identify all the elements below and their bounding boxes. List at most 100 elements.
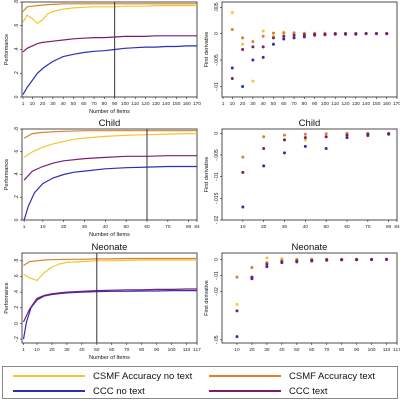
y-tick-label: .6: [14, 149, 20, 153]
y-tick-label: -.02: [214, 215, 220, 224]
point-csmf-text: [292, 31, 296, 35]
point-ccc-text: [374, 32, 378, 36]
point-ccc-text: [387, 132, 391, 136]
legend-label-csmf-no-text: CSMF Accuracy no text: [93, 370, 193, 382]
x-tick-label: 50: [123, 224, 129, 230]
series-line-csmf-text: [22, 3, 197, 12]
x-tick-label: 70: [365, 224, 371, 230]
x-tick-label: 60: [281, 101, 287, 107]
x-tick-label: 110: [131, 101, 139, 107]
point-ccc-text: [345, 133, 349, 137]
x-tick-label: 90: [112, 101, 118, 107]
legend-swatch-ccc-no-text: [13, 390, 85, 392]
plot-data: [230, 11, 389, 88]
x-tick-label: 40: [303, 224, 309, 230]
x-tick-label: 160: [383, 101, 391, 107]
y-tick-label: 0: [214, 32, 220, 35]
legend-swatch-csmf-text: [209, 375, 281, 377]
y-tick-label: .8: [14, 127, 20, 131]
plot-data: [22, 257, 197, 340]
x-tick-label: 40: [103, 224, 109, 230]
x-tick-label: 120: [142, 101, 150, 107]
legend-item-csmf-no-text: CSMF Accuracy no text: [13, 369, 192, 383]
x-tick-label: 140: [162, 101, 170, 107]
y-axis-label: First derivative: [204, 157, 210, 193]
x-tick-label: 60: [144, 224, 150, 230]
x-tick-label: 20: [240, 101, 246, 107]
x-tick-label: 30: [250, 101, 256, 107]
y-tick-label: .2: [14, 195, 20, 199]
point-ccc-text: [340, 258, 344, 262]
point-csmf-no-text: [241, 42, 245, 46]
point-ccc-text: [250, 277, 254, 281]
y-tick-label: .4: [14, 172, 20, 176]
point-ccc-text: [323, 32, 327, 36]
series-line-ccc-text: [22, 288, 197, 323]
point-ccc-text: [303, 136, 307, 140]
y-tick-label: .4: [14, 47, 20, 51]
point-ccc-text: [302, 33, 306, 37]
x-tick-label: 117: [193, 347, 201, 353]
point-csmf-text: [230, 27, 234, 31]
point-csmf-text: [283, 133, 286, 137]
x-tick-label: 30: [282, 224, 288, 230]
plot-data: [241, 131, 391, 209]
x-tick-label: 10: [40, 224, 46, 230]
point-ccc-text: [295, 259, 299, 263]
x-tick-label: 120: [342, 101, 350, 107]
x-tick-label: 40: [79, 347, 85, 353]
point-ccc-text: [251, 45, 255, 49]
y-axis-label: Performance: [4, 34, 10, 66]
x-tick-label: 80: [302, 101, 308, 107]
point-ccc-no-text: [265, 265, 269, 269]
x-tick-label: 30: [82, 224, 88, 230]
series-line-csmf-text: [23, 130, 197, 139]
y-axis-label: First derivative: [204, 280, 210, 316]
x-tick-label: 1: [22, 101, 25, 107]
point-ccc-no-text: [345, 136, 349, 140]
x-axis-label: Number of Items: [89, 355, 130, 361]
y-tick-label: -.01: [214, 271, 220, 280]
point-ccc-no-text: [303, 144, 307, 148]
legend-item-ccc-text: CCC text: [209, 384, 328, 398]
x-tick-label: 40: [61, 101, 67, 107]
x-tick-label: 160: [183, 101, 191, 107]
x-tick-label: 80: [186, 224, 192, 230]
point-ccc-text: [364, 32, 368, 36]
x-tick-label: 110: [331, 101, 339, 107]
x-tick-label: 130: [352, 101, 360, 107]
x-tick-label: 10: [230, 101, 236, 107]
x-tick-label: 60: [309, 347, 315, 353]
point-csmf-no-text: [251, 79, 255, 83]
x-tick-label: 117: [393, 347, 400, 353]
point-ccc-no-text: [241, 205, 245, 209]
series-line-ccc-no-text: [23, 165, 197, 220]
point-ccc-text: [280, 260, 284, 264]
legend-label-csmf-text: CSMF Accuracy text: [289, 370, 376, 382]
x-tick-label: 40: [261, 101, 267, 107]
point-ccc-text: [313, 32, 317, 36]
point-ccc-text: [241, 170, 245, 174]
x-tick-label: 80: [139, 347, 145, 353]
point-ccc-no-text: [324, 147, 328, 150]
point-ccc-text: [262, 147, 266, 150]
point-ccc-text: [235, 309, 239, 313]
point-ccc-text: [325, 258, 329, 262]
y-tick-label: -.005: [214, 149, 220, 161]
y-tick-label: .6: [14, 274, 20, 278]
y-tick-label: 0: [214, 258, 220, 261]
x-tick-label: 80: [386, 224, 392, 230]
x-axis-label: Number of Items: [89, 232, 130, 238]
point-ccc-text: [370, 257, 374, 261]
x-tick-label: 140: [362, 101, 370, 107]
x-tick-label: 20: [249, 347, 255, 353]
y-tick-label: -.01: [214, 82, 220, 91]
point-ccc-text: [333, 32, 337, 36]
point-ccc-no-text: [262, 164, 266, 168]
y-tick-label: -.01: [214, 172, 220, 181]
point-csmf-text: [251, 40, 255, 44]
panel-3: Child 0 .2 .4 .6 .8 1 10 20 30 40 50 60 70 80 84 Number …: [4, 118, 200, 238]
point-ccc-text: [366, 132, 370, 136]
x-tick-label: 100: [321, 101, 329, 107]
